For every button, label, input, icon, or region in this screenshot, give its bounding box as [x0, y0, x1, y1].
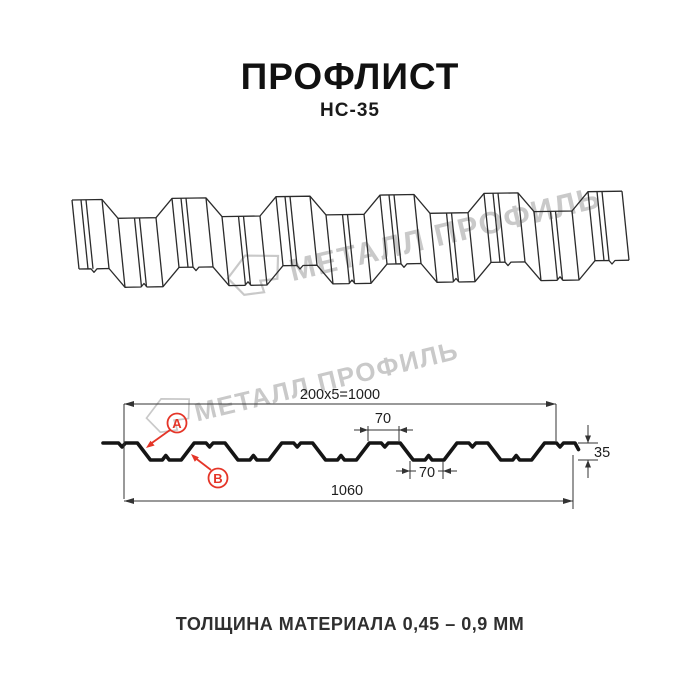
page-title: ПРОФЛИСТ: [240, 56, 460, 97]
metall-profil-logo-icon: [145, 398, 191, 434]
dimension-rib-top: 70: [354, 411, 413, 441]
metall-profil-logo-icon: [226, 254, 280, 297]
dim-top-label: 200x5=1000: [300, 387, 380, 403]
dimension-working-width: 200x5=1000: [123, 387, 557, 499]
dim-total-label: 1060: [331, 483, 363, 499]
label-b: B: [213, 471, 222, 486]
callout-a: A: [146, 412, 188, 448]
sheet-3d-view: [71, 190, 630, 288]
sheet-cross-section: [101, 441, 581, 462]
dim-rib-top-label: 70: [375, 411, 391, 427]
profile-code: НС-35: [320, 100, 380, 121]
dim-height-label: 35: [594, 445, 610, 461]
dimension-rib-bottom: 70: [396, 461, 457, 481]
watermark-logo-bottom: МЕТАЛЛ ПРОФИЛЬ: [145, 335, 462, 434]
watermark-text: МЕТАЛЛ ПРОФИЛЬ: [191, 335, 461, 427]
material-thickness-note: ТОЛЩИНА МАТЕРИАЛА 0,45 – 0,9 ММ: [175, 614, 525, 634]
label-a: A: [172, 416, 182, 431]
dimension-profile-height: 35: [578, 425, 610, 478]
dimension-overall-width: 1060: [124, 455, 574, 509]
callout-b: B: [191, 454, 229, 489]
dim-rib-bottom-label: 70: [419, 465, 435, 481]
